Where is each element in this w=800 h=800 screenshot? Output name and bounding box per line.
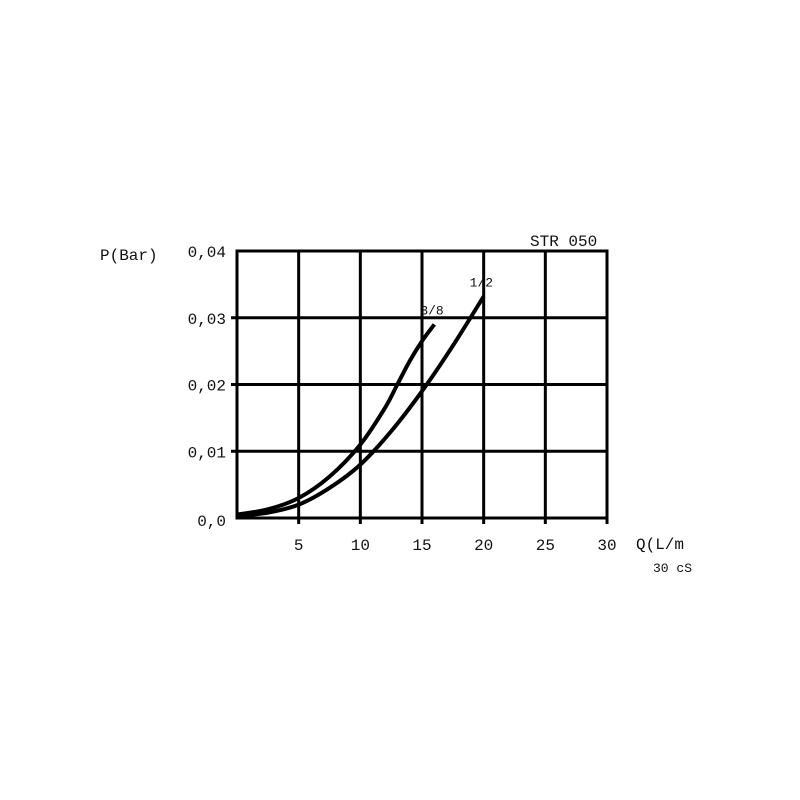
y-axis-label: P(Bar) [100, 247, 158, 265]
x-tick-label: 10 [351, 537, 370, 555]
tick-labels: 5 10 15 20 25 30 0,0 0,01 0,02 0,03 0,04 3/8 1/2 [188, 244, 617, 555]
x-tick-label: 15 [412, 537, 431, 555]
y-tick-label: 0,0 [197, 513, 226, 531]
y-tick-label: 0,02 [188, 378, 226, 396]
series-line-1-2 [236, 295, 486, 518]
x-axis-label: Q(L/m [636, 536, 684, 554]
x-tick-label: 30 [597, 537, 616, 555]
series-group [236, 295, 486, 518]
y-tick-label: 0,01 [188, 444, 226, 462]
series-line-3-8 [236, 323, 436, 517]
series-label: 3/8 [420, 303, 443, 318]
chart-title: STR 050 [530, 233, 597, 251]
x-tick-label: 25 [536, 537, 555, 555]
x-tick-label: 5 [294, 537, 304, 555]
x-tick-label: 20 [474, 537, 493, 555]
series-label: 1/2 [470, 275, 493, 290]
viscosity-note: 30 cS [653, 561, 692, 576]
y-tick-label: 0,04 [188, 244, 226, 262]
y-tick-label: 0,03 [188, 311, 226, 329]
grid [231, 249, 609, 524]
